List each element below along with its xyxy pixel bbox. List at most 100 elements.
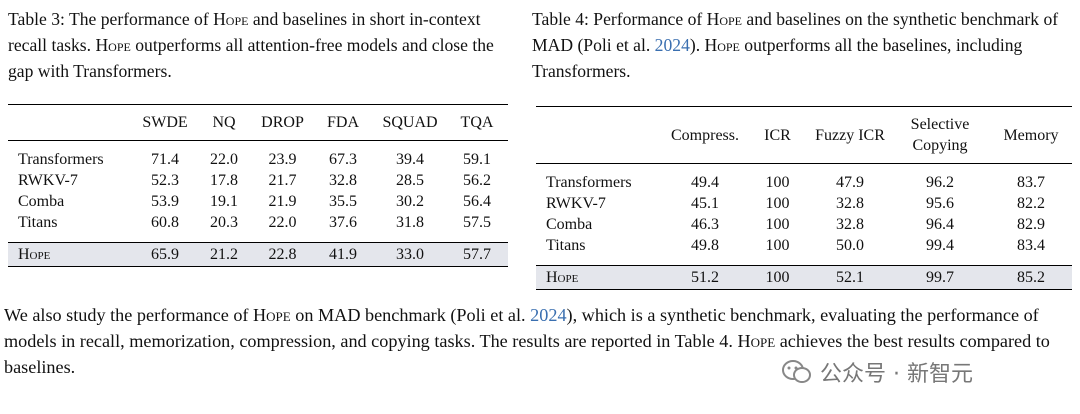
table-row: Hope 65.9 21.2 22.8 41.9 33.0 57.7 <box>8 242 508 267</box>
table-caption: Table 4: Performance of Hope and baselin… <box>532 6 1077 84</box>
row-label: Hope <box>536 265 665 290</box>
row-label: Titans <box>18 214 58 231</box>
table-cell: 57.7 <box>446 242 508 267</box>
table-cell: 30.2 <box>396 193 424 210</box>
header-cell: ICR <box>764 126 791 144</box>
table-cell: 46.3 <box>691 216 719 233</box>
table-cell: 23.9 <box>268 151 297 168</box>
table-cell: 99.4 <box>926 237 954 254</box>
caption-text: and baselines on the synthetic benchmark… <box>532 9 1059 55</box>
table-cell: 20.3 <box>210 214 238 231</box>
table-cell: 56.2 <box>463 172 491 189</box>
table-caption: Table 3: The performance of Hope and bas… <box>8 6 520 84</box>
header-cell: Fuzzy ICR <box>815 126 885 144</box>
results-table: Compress. ICR Fuzzy ICR Selective Copying Me… <box>536 106 1072 290</box>
table-cell: 32.8 <box>836 216 864 233</box>
table-cell: 52.1 <box>810 265 890 290</box>
citation-link[interactable]: 2024 <box>654 35 690 55</box>
table-row: Comba 53.9 19.1 21.9 35.5 30.2 56.4 <box>8 191 508 212</box>
paragraph-text: achieves the best results compared to ba… <box>4 331 1050 377</box>
table-cell: 33.0 <box>374 242 446 267</box>
table-cell: 17.8 <box>210 172 238 189</box>
caption-text: outperforms all attention-free models an… <box>8 35 494 81</box>
table-row: Titans 49.8 100 50.0 99.4 83.4 <box>536 235 1072 256</box>
table-cell: 21.2 <box>195 242 253 267</box>
paragraph-text: Hope <box>253 305 291 325</box>
table-cell: 32.8 <box>836 195 864 212</box>
header-cell: DROP <box>261 114 304 131</box>
table-cell: 96.4 <box>926 216 954 233</box>
header-row: Compress. ICR Fuzzy ICR Selective Copying Me… <box>536 106 1072 164</box>
table-cell: 100 <box>765 216 790 233</box>
watermark: 公众号 · 新智元 <box>782 356 973 388</box>
table-cell: 28.5 <box>396 172 424 189</box>
body-paragraph: We also study the performance of Hope on… <box>4 302 1076 380</box>
table-row: Titans 60.8 20.3 22.0 37.6 31.8 57.5 <box>8 212 508 233</box>
table-cell: 67.3 <box>329 151 357 168</box>
caption-text: Hope <box>95 35 131 55</box>
table-cell: 32.8 <box>329 172 357 189</box>
spacer-cell <box>536 256 1072 266</box>
header-cell <box>8 105 135 141</box>
table-cell: 59.1 <box>463 151 491 168</box>
table-cell: 19.1 <box>210 193 238 210</box>
table-cell: 100 <box>765 195 790 212</box>
table-cell: 95.6 <box>926 195 954 212</box>
table-cell: 100 <box>745 265 810 290</box>
header-cell: Selective Copying <box>910 116 970 154</box>
caption-text: Hope <box>704 35 740 55</box>
table-cell: 82.9 <box>1017 216 1045 233</box>
table-cell: 83.4 <box>1017 237 1045 254</box>
caption-text: Table 3: The performance of <box>8 9 214 29</box>
table-cell: 21.7 <box>268 172 297 189</box>
table-cell: 37.6 <box>329 214 357 231</box>
table-cell: 22.8 <box>253 242 312 267</box>
row-label: Titans <box>546 237 586 254</box>
watermark-text: 公众号 · 新智元 <box>820 362 973 387</box>
table-cell: 100 <box>765 237 790 254</box>
caption-text: outperforms all the baselines, including… <box>532 35 1023 81</box>
table-cell: 57.5 <box>463 214 491 231</box>
table-cell: 21.9 <box>268 193 297 210</box>
table-cell: 85.2 <box>990 265 1072 290</box>
separator-row <box>536 256 1072 266</box>
table-cell: 47.9 <box>836 174 864 191</box>
paragraph-text: on MAD benchmark (Poli et al. <box>290 305 531 325</box>
table-cell: 96.2 <box>926 174 954 191</box>
table-cell: 65.9 <box>135 242 195 267</box>
table-cell: 50.0 <box>836 237 864 254</box>
header-cell: TQA <box>460 114 494 131</box>
row-label: Transformers <box>546 174 632 191</box>
table-cell: 49.8 <box>691 237 719 254</box>
table-cell: 51.2 <box>665 265 745 290</box>
header-cell: SQUAD <box>382 114 438 131</box>
caption-text: and baselines in short in-context recall… <box>8 9 481 55</box>
table-row: Transformers 71.4 22.0 23.9 67.3 39.4 59.1 <box>8 141 508 171</box>
row-label: Comba <box>546 216 593 233</box>
results-table: SWDE NQ DROP FDA SQUAD TQA Transformers 71.4 22… <box>8 104 508 267</box>
table-cell: 83.7 <box>1017 174 1045 191</box>
paragraph-text: We also study the performance of <box>4 305 254 325</box>
table-cell: 82.2 <box>1017 195 1045 212</box>
watermark-icon <box>782 360 811 383</box>
header-cell <box>536 107 665 164</box>
row-label: RWKV-7 <box>546 195 606 212</box>
table-cell: 22.0 <box>268 214 297 231</box>
table-row: RWKV-7 52.3 17.8 21.7 32.8 28.5 56.2 <box>8 170 508 191</box>
table-cell: 52.3 <box>151 172 179 189</box>
header-cell: SWDE <box>142 114 188 131</box>
table-cell: 56.4 <box>463 193 491 210</box>
header-cell: NQ <box>212 114 236 131</box>
row-label: RWKV-7 <box>18 172 78 189</box>
table-cell: 71.4 <box>151 151 179 168</box>
row-label: Transformers <box>18 151 104 168</box>
row-label: Comba <box>18 193 65 210</box>
paragraph-text: ), which is a synthetic benchmark, evalu… <box>4 305 1039 351</box>
caption-text: Hope <box>213 9 249 29</box>
table-cell: 53.9 <box>151 193 179 210</box>
header-row: SWDE NQ DROP FDA SQUAD TQA <box>8 104 508 141</box>
citation-link[interactable]: 2024 <box>530 305 567 325</box>
table-cell: 22.0 <box>210 151 238 168</box>
table-cell: 31.8 <box>396 214 424 231</box>
